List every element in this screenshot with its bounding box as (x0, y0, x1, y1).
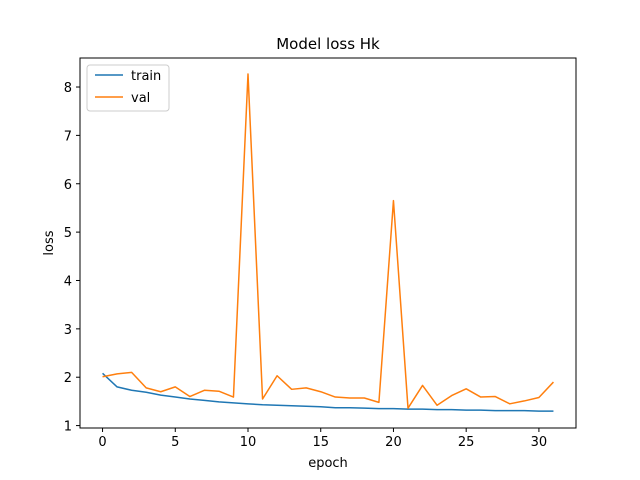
y-tick-label: 2 (64, 371, 72, 386)
y-axis-title: loss (42, 230, 57, 255)
legend-label-val: val (131, 91, 150, 106)
x-tick-label: 5 (171, 435, 179, 450)
x-axis: 0 5 10 15 20 25 30 (98, 428, 547, 450)
legend: train val (86, 64, 170, 112)
y-tick-label: 6 (64, 178, 72, 193)
y-axis: 1 2 3 4 5 6 7 8 (64, 81, 80, 435)
x-tick-label: 30 (531, 435, 548, 450)
series-line-val (102, 73, 554, 409)
plot-area (102, 73, 554, 412)
y-tick-label: 7 (64, 129, 72, 144)
chart-title: Model loss Hk (276, 35, 380, 53)
x-axis-title: epoch (308, 456, 348, 471)
y-tick-label: 3 (64, 323, 72, 338)
x-tick-label: 15 (312, 435, 329, 450)
x-tick-label: 10 (240, 435, 257, 450)
y-tick-label: 8 (64, 81, 72, 96)
legend-box (86, 64, 170, 112)
y-tick-label: 1 (64, 420, 72, 435)
y-tick-label: 5 (64, 226, 72, 241)
x-tick-label: 25 (458, 435, 475, 450)
plot-frame (79, 57, 577, 429)
legend-label-train: train (131, 69, 161, 84)
x-tick-label: 20 (385, 435, 402, 450)
x-tick-label: 0 (98, 435, 106, 450)
y-tick-label: 4 (64, 274, 72, 289)
series-line-train (102, 372, 554, 412)
